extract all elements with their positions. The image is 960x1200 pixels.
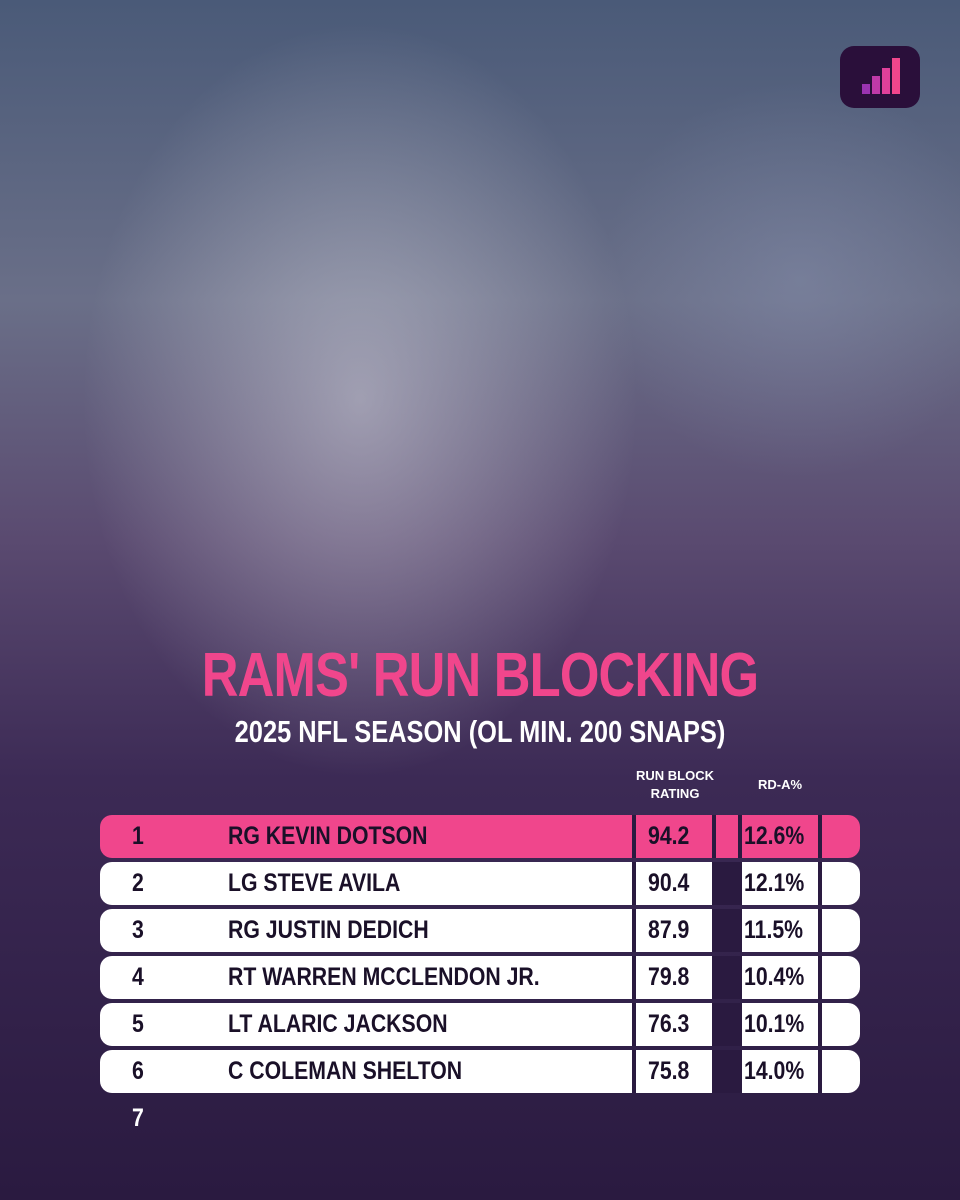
separator: [712, 909, 742, 952]
rank: 2: [132, 869, 144, 897]
column-header: RUN BLOCK RATING: [636, 768, 714, 801]
player-name: RG KEVIN DOTSON: [228, 822, 428, 850]
rank: 7: [132, 1104, 144, 1132]
player-photo: [80, 20, 640, 780]
player-name: C COLEMAN SHELTON: [228, 1057, 463, 1085]
run-block-rating: 94.2: [648, 822, 690, 850]
run-block-rating: 76.3: [648, 1010, 690, 1038]
table-row: 3 RG JUSTIN DEDICH 87.9 11.5%: [100, 909, 860, 952]
rank: 3: [132, 916, 144, 944]
separator: [632, 909, 636, 952]
rank: 5: [132, 1010, 144, 1038]
separator: [818, 956, 822, 999]
separator: [632, 862, 636, 905]
subtitle: 2025 NFL SEASON (OL MIN. 200 SNAPS): [234, 714, 726, 749]
rd-a-percent: 12.1%: [744, 869, 805, 897]
table-row: 6 C COLEMAN SHELTON 75.8 14.0%: [100, 1050, 860, 1093]
run-block-rating: 75.8: [648, 1057, 690, 1085]
separator: [818, 1003, 822, 1046]
player-name: LG STEVE AVILA: [228, 869, 401, 897]
table-row: 1 RG KEVIN DOTSON 94.2 12.6%: [100, 815, 860, 858]
rank: 4: [132, 963, 144, 991]
separator: [712, 1003, 742, 1046]
stadium-light: [600, 80, 960, 480]
title: RAMS' RUN BLOCKING: [201, 641, 759, 710]
player-name: RT WARREN MCCLENDON JR.: [228, 963, 540, 991]
rd-a-percent: 10.1%: [744, 1010, 805, 1038]
rank: 1: [132, 822, 144, 850]
separator: [632, 815, 636, 858]
table-row: 4 RT WARREN MCCLENDON JR. 79.8 10.4%: [100, 956, 860, 999]
logo: [840, 46, 920, 108]
separator: [632, 1050, 636, 1093]
separator: [632, 956, 636, 999]
separator: [818, 862, 822, 905]
separator: [738, 815, 742, 858]
separator: [712, 862, 742, 905]
rd-a-percent: 11.5%: [744, 916, 804, 944]
player-name: RG JUSTIN DEDICH: [228, 916, 429, 944]
player-name: LT ALARIC JACKSON: [228, 1010, 448, 1038]
run-block-rating: 90.4: [648, 869, 690, 897]
separator: [712, 1050, 742, 1093]
separator: [818, 815, 822, 858]
table-row: 5 LT ALARIC JACKSON 76.3 10.1%: [100, 1003, 860, 1046]
separator: [632, 1003, 636, 1046]
rd-a-percent: 12.6%: [744, 822, 805, 850]
table-row: 7: [100, 1097, 860, 1140]
rd-a-percent: 14.0%: [744, 1057, 805, 1085]
rd-a-percent: 10.4%: [744, 963, 805, 991]
logo-icon: [862, 58, 900, 94]
table-row: 2 LG STEVE AVILA 90.4 12.1%: [100, 862, 860, 905]
rank: 6: [132, 1057, 144, 1085]
run-block-rating: 79.8: [648, 963, 690, 991]
run-block-rating: 87.9: [648, 916, 690, 944]
separator: [712, 815, 716, 858]
separator: [818, 1050, 822, 1093]
separator: [818, 909, 822, 952]
column-header: RD-A%: [757, 777, 803, 792]
separator: [712, 956, 742, 999]
